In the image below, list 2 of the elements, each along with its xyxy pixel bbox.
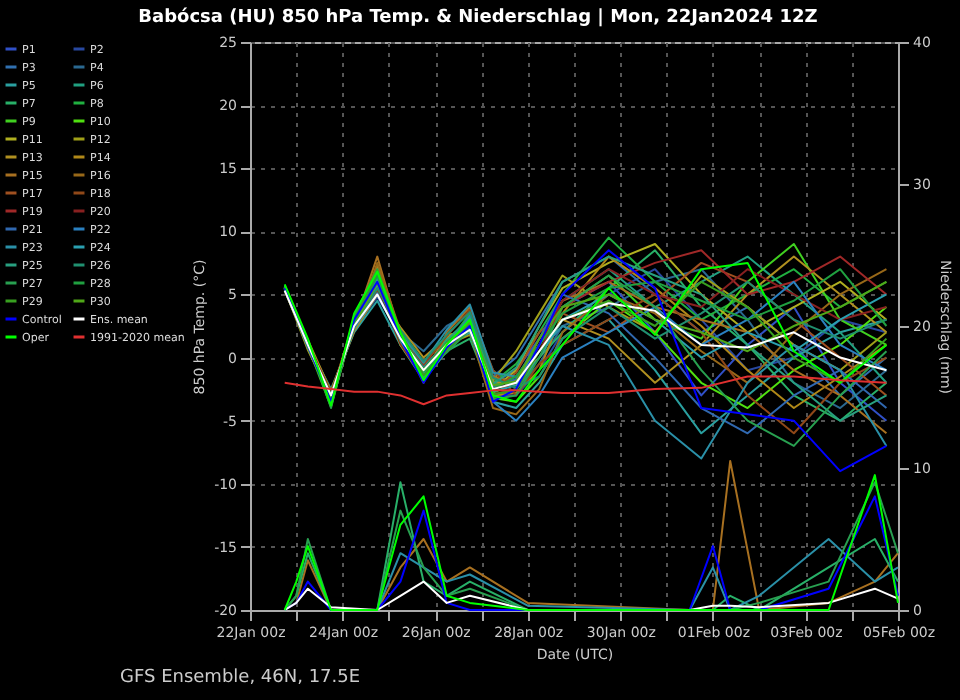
chart-title: Babócsa (HU) 850 hPa Temp. & Niederschlag | Mon, 22Jan2024 12Z: [138, 6, 819, 28]
text: GFS Ensemble, 46N, 17.5E: [120, 668, 361, 688]
